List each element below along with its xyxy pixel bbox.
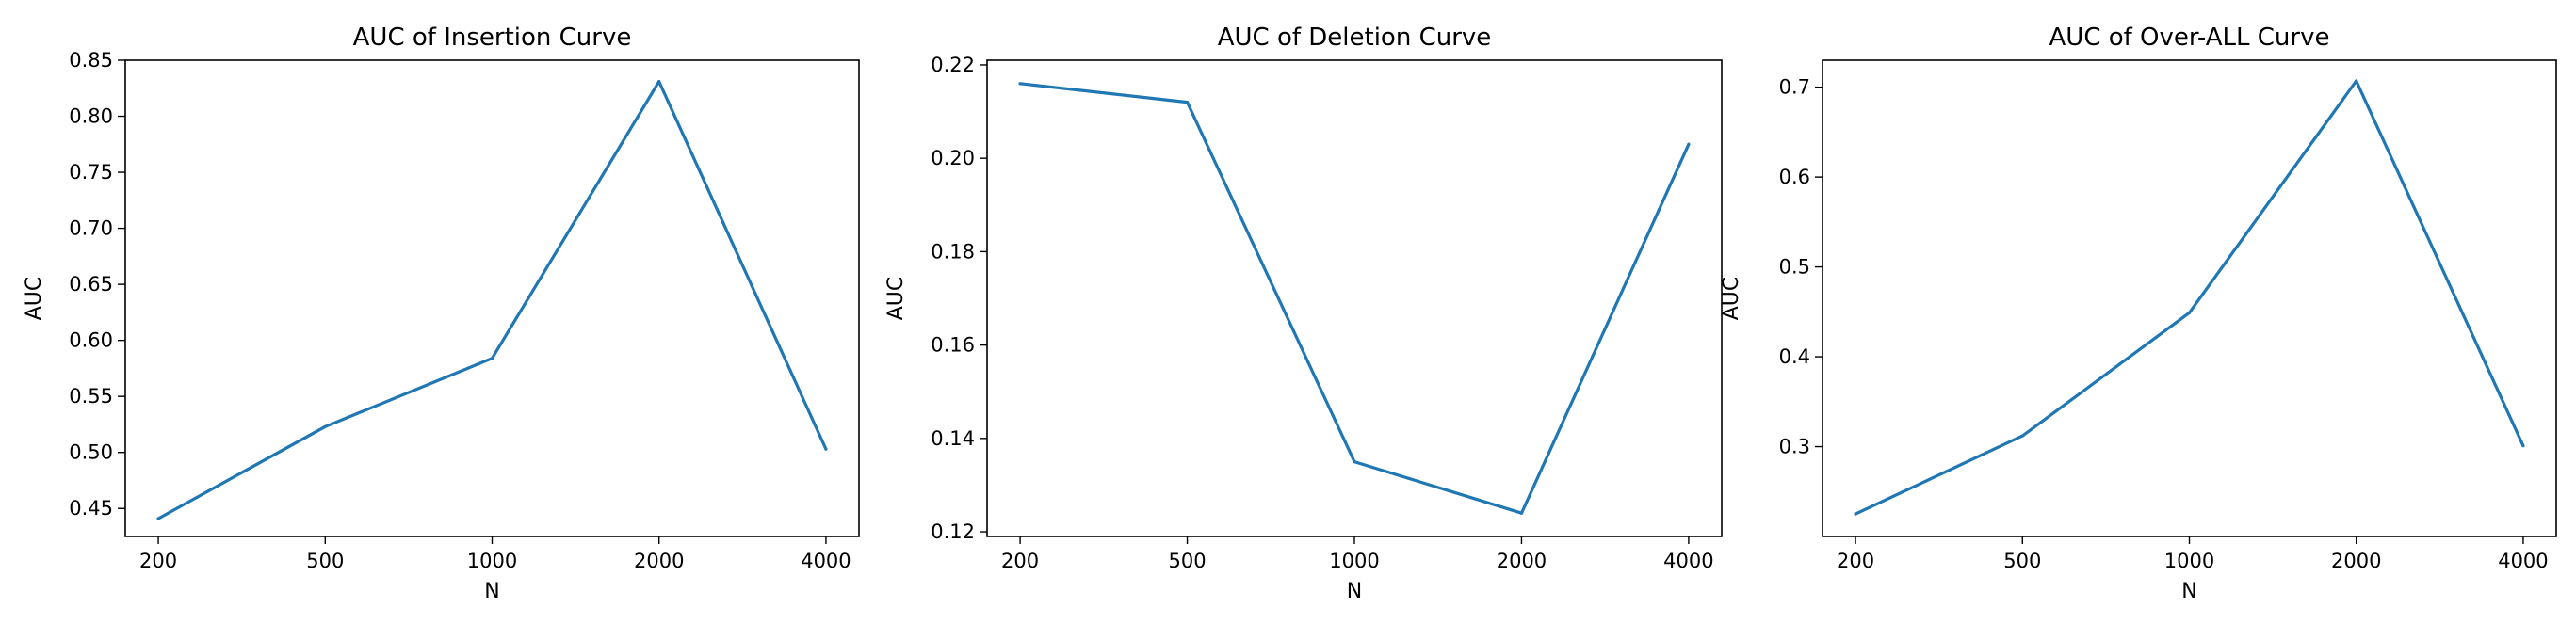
chart-2: AUC of Deletion Curve 200 500 1000 2000 4000 0… <box>884 24 1723 603</box>
x-tick-label: 2000 <box>634 550 684 572</box>
x-tick-label: 500 <box>306 550 344 572</box>
x-tick-label: 200 <box>139 550 177 572</box>
y-tick-label: 0.60 <box>69 329 113 352</box>
data-point <box>156 517 160 520</box>
chart-3: AUC of Over-ALL Curve 200 500 1000 2000 4000 0… <box>1720 24 2557 603</box>
x-tick-label: 1000 <box>1329 550 1379 572</box>
x-tick-label: 4000 <box>801 550 851 572</box>
series-line <box>1018 82 1691 515</box>
y-axis-label: AUC <box>1720 277 1743 321</box>
y-tick-label: 0.85 <box>69 49 113 72</box>
y-tick-label: 0.20 <box>931 147 975 169</box>
data-point <box>323 424 327 428</box>
x-axis-label: N <box>484 580 499 603</box>
y-tick-label: 0.70 <box>69 217 113 240</box>
x-tick-label: 2000 <box>1497 550 1547 572</box>
y-tick-label: 0.12 <box>931 520 975 543</box>
plot-frame <box>1822 59 2557 537</box>
x-tick-label: 500 <box>1169 550 1207 572</box>
x-tick-label: 200 <box>1837 550 1874 572</box>
chart-title: AUC of Deletion Curve <box>1218 24 1492 52</box>
y-tick-label: 0.7 <box>1779 76 1810 99</box>
data-point <box>2187 311 2192 314</box>
y-tick-label: 0.45 <box>69 497 113 520</box>
data-point <box>1353 460 1356 464</box>
x-tick-label: 200 <box>1001 550 1039 572</box>
plot-frame <box>124 59 860 537</box>
y-tick-label: 0.14 <box>931 427 975 450</box>
data-point <box>657 80 661 84</box>
series-line <box>1854 79 2525 516</box>
plot-frame <box>986 59 1723 537</box>
y-tick-label: 0.3 <box>1779 436 1810 458</box>
y-tick-label: 0.4 <box>1779 345 1810 368</box>
x-tick-label: 500 <box>2003 550 2041 572</box>
chart-1: AUC of Insertion Curve 200 500 1000 2000 4000… <box>23 24 860 603</box>
y-tick-label: 0.6 <box>1779 166 1810 188</box>
x-tick-label: 1000 <box>467 550 517 572</box>
y-tick-label: 0.16 <box>931 334 975 357</box>
x-tick-label: 1000 <box>2164 550 2214 572</box>
data-point <box>1018 82 1022 86</box>
x-axis-label: N <box>2181 580 2196 603</box>
y-tick-label: 0.18 <box>931 240 975 263</box>
data-point <box>2020 434 2024 438</box>
series-line <box>156 79 828 520</box>
data-point <box>1854 512 1857 516</box>
y-tick-label: 0.55 <box>69 385 113 408</box>
y-axis-label: AUC <box>884 277 908 321</box>
x-tick-label: 2000 <box>2331 550 2381 572</box>
data-point <box>2521 443 2525 448</box>
y-tick-label: 0.75 <box>69 161 113 184</box>
y-tick-label: 0.80 <box>69 105 113 128</box>
x-axis-label: N <box>1347 580 1362 603</box>
y-tick-label: 0.22 <box>931 54 975 76</box>
y-axis-label: AUC <box>23 277 46 321</box>
data-point <box>2355 79 2358 83</box>
data-point <box>1185 101 1190 104</box>
y-tick-label: 0.65 <box>69 273 113 296</box>
data-point <box>824 447 828 451</box>
y-tick-label: 0.5 <box>1779 256 1810 279</box>
chart-title: AUC of Over-ALL Curve <box>2049 24 2330 52</box>
data-point <box>1519 511 1524 515</box>
x-tick-label: 4000 <box>1663 550 1713 572</box>
data-point <box>1687 142 1691 146</box>
x-tick-label: 4000 <box>2498 550 2548 572</box>
data-point <box>490 357 494 360</box>
chart-title: AUC of Insertion Curve <box>353 24 632 52</box>
y-tick-label: 0.50 <box>69 441 113 464</box>
